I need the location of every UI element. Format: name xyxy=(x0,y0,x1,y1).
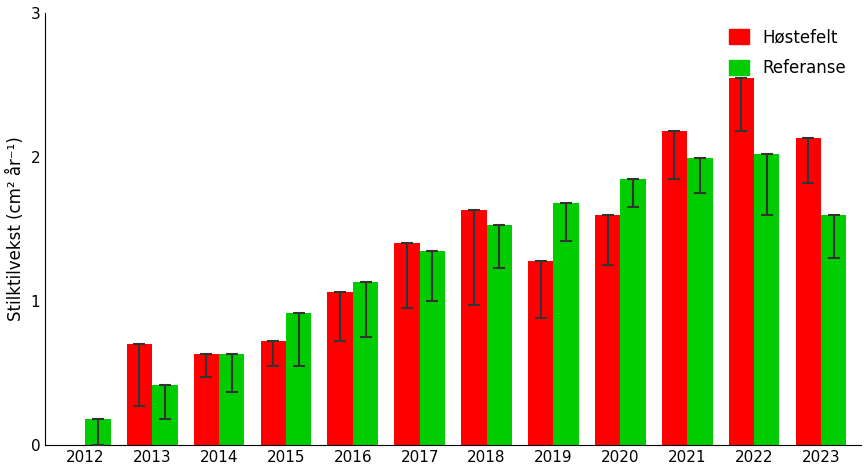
Bar xyxy=(85,419,111,445)
Bar xyxy=(286,312,312,445)
Bar xyxy=(327,293,352,445)
Bar xyxy=(687,159,713,445)
Bar xyxy=(461,211,487,445)
Bar xyxy=(420,251,445,445)
Bar xyxy=(595,215,621,445)
Bar xyxy=(621,178,646,445)
Bar xyxy=(554,203,579,445)
Legend: Høstefelt, Referanse: Høstefelt, Referanse xyxy=(722,21,852,84)
Bar xyxy=(394,244,420,445)
Bar xyxy=(219,354,245,445)
Bar xyxy=(821,215,846,445)
Bar xyxy=(127,345,152,445)
Bar xyxy=(260,341,286,445)
Bar xyxy=(352,282,378,445)
Bar xyxy=(528,261,554,445)
Bar xyxy=(194,354,219,445)
Bar xyxy=(728,78,754,445)
Bar xyxy=(795,138,821,445)
Bar xyxy=(754,154,779,445)
Bar xyxy=(661,131,687,445)
Y-axis label: Stilktilvekst (cm² år⁻¹): Stilktilvekst (cm² år⁻¹) xyxy=(7,137,25,321)
Bar xyxy=(152,385,178,445)
Bar xyxy=(487,225,512,445)
